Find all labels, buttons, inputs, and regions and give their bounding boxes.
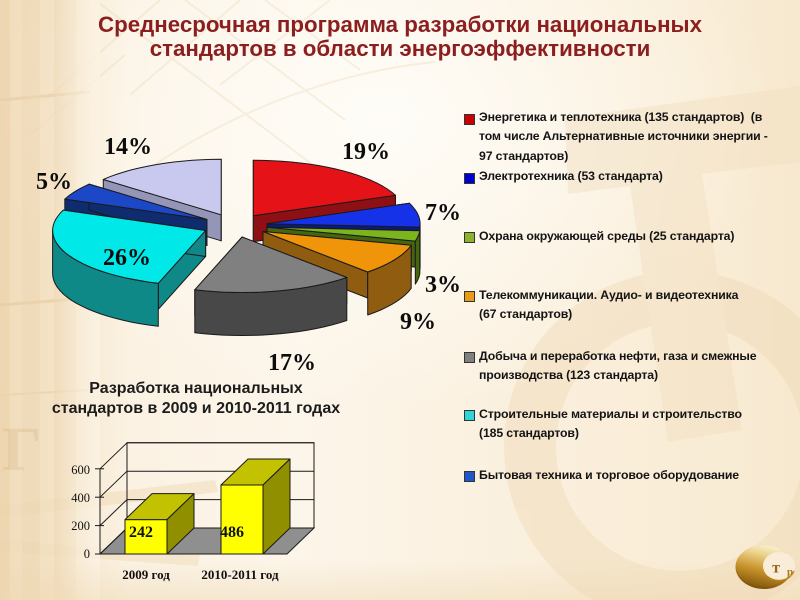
svg-text:т: т — [772, 560, 780, 577]
svg-text:р: р — [787, 566, 793, 578]
